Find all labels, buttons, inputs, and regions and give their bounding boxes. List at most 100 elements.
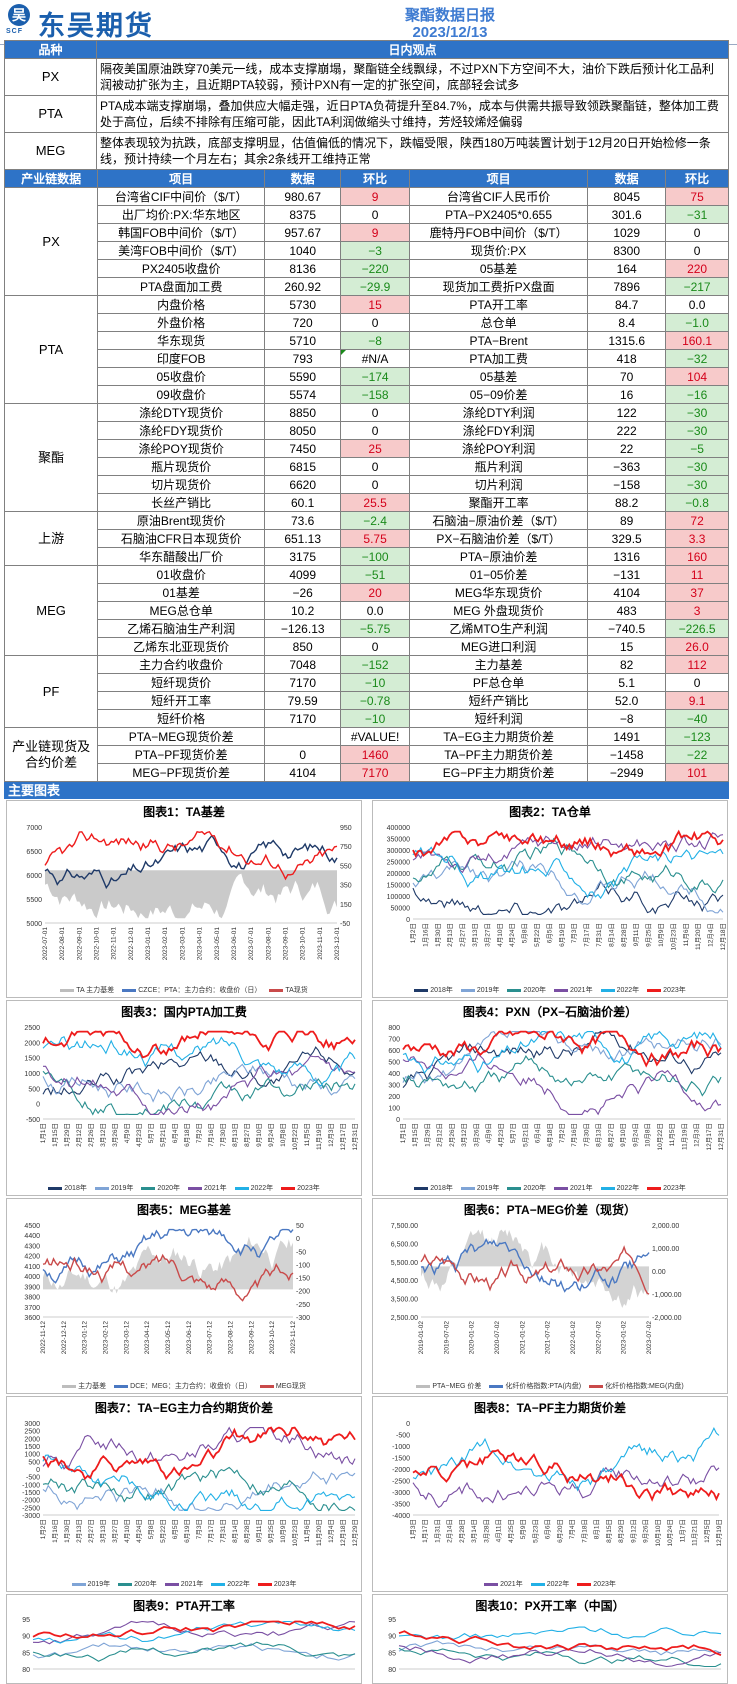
legend-swatch [416,1384,431,1388]
legend-label: 2018年 [64,1185,87,1192]
change-cell: −30 [665,421,729,440]
legend-swatch [554,988,568,992]
item-cell: PX−石脑油价差（$/T） [408,529,589,548]
data-row: 09收盘价 5574 −158 05−09价差 16 −16 [5,385,729,404]
x-tick-label: 3月12日 [460,1123,468,1147]
x-tick-label: 2023-12-01 [334,927,341,961]
x-tick-label: 10月22日 [291,1123,299,1150]
change-cell: 160 [665,547,729,566]
view-row-name: PTA [4,95,97,133]
item-cell: 华东醋酸出厂价 [97,547,266,566]
x-tick-label: 2023-02-12 [103,1321,110,1355]
legend-label: PTA−MEG 价差 [432,1383,482,1390]
x-tick-label: 3月14日 [470,1519,478,1543]
x-tick-label: 4月24日 [508,923,516,947]
chart-title: 图表8：TA−PF主力期货价差 [473,1401,627,1415]
item-cell: TA−EG主力期货价差 [408,727,589,746]
year-series-line [42,1470,356,1511]
x-tick-label: 2023-11-12 [290,1321,297,1354]
change-cell: −217 [665,277,729,296]
x-tick-label: 3月27日 [111,1519,119,1543]
x-tick-label: 9月11日 [632,923,640,946]
item-cell: 涤纶DTY利润 [408,403,589,422]
x-tick-label: 12月5日 [703,1519,711,1543]
data-row: PTA 内盘价格 5730 15 PTA开工率 84.7 0.0 [3,295,729,404]
item-cell: PF总仓单 [408,673,589,692]
value-cell: 15 [587,637,667,656]
x-tick-label: 7月18日 [580,1519,588,1543]
category-cell: PX [3,187,99,296]
value-cell: 1316 [587,547,667,566]
legend-entry: 2020年 [118,1579,157,1589]
view-row-text: PTA成本端支撑崩塌，叠加供应大幅走强，近日PTA负荷提升至84.7%，成本与供… [96,95,729,133]
legend-swatch [118,1582,133,1586]
item-cell: 主力基差 [408,655,589,674]
item-cell: 印度FOB [97,349,266,368]
x-tick-label: 11月19日 [315,1123,323,1150]
change-cell: −123 [665,727,729,746]
x-tick-label: 12月17日 [705,1123,713,1150]
item-cell: 短纤现货价 [97,673,266,692]
data-row: 华东醋酸出厂价 3175 −100 PTA−原油价差 1316 160 [5,547,729,566]
x-tick-label: 12月31日 [717,1123,725,1150]
x-tick-label: 9月10日 [255,1123,263,1147]
y-tick-label: -2500 [22,1505,40,1512]
y-tick-label: -1000 [22,1482,40,1489]
change-cell: 0 [340,457,410,476]
x-tick-label: 10月22日 [656,1123,664,1150]
y2-tick-label: 750 [340,844,352,851]
value-cell: 7896 [587,277,667,296]
x-tick-label: 9月11日 [255,1519,263,1542]
year-series-line [412,829,724,858]
y-tick-label: 4400 [24,1233,40,1240]
company-logo-subtext: SCF [6,28,23,35]
y-tick-label: 500 [388,1060,400,1067]
x-tick-label: 6月20日 [556,1519,564,1543]
chart-legend: 2021年 2022年 2023年 [373,1579,727,1589]
value-cell: 8850 [264,403,342,422]
x-tick-label: 10月23日 [669,923,677,950]
value-cell: 260.92 [264,277,342,296]
view-row-text: 隔夜美国原油跌穿70美元一线，成本支撑崩塌，聚酯链全线飘绿，不过PXN下方空间不… [96,58,729,96]
change-cell: −51 [340,565,410,584]
x-tick-label: 7月30日 [219,1123,227,1147]
value-cell: 5590 [264,367,342,386]
chart-title: 图表7：TA−EG主力合约期货价差 [94,1401,274,1415]
x-tick-label: 2023-04-01 [197,927,204,961]
x-tick-label: 4月25日 [507,1519,515,1543]
data-row: MEG−PF现货价差 4104 7170 EG−PF主力期货价差 −2949 101 [5,763,729,782]
x-tick-label: 2019-07-02 [443,1321,450,1355]
y-tick-label: 3,500.00 [391,1297,418,1304]
x-tick-label: 9月24日 [631,1123,639,1147]
x-tick-label: 2020-01-02 [469,1321,476,1355]
value-cell: −740.5 [587,619,667,638]
legend-swatch [211,1582,226,1586]
industry-chain-data-table: 产业链数据 项目 数据 环比 项目 数据 环比 PX 台湾省CIF中间价（$/T）… [3,169,729,782]
item-cell: 内盘价格 [97,295,266,314]
x-tick-label: 2022-07-02 [595,1321,602,1355]
y2-tick-label: 50 [296,1223,304,1230]
y-tick-label: 3800 [24,1295,40,1302]
change-cell: 9.1 [665,691,729,710]
legend-label: 2020年 [157,1185,180,1192]
value-cell: 122 [587,403,667,422]
legend-swatch [188,1186,202,1190]
x-tick-label: 1月29日 [423,1123,431,1147]
change-cell: 0 [340,421,410,440]
x-tick-label: 8月13日 [231,1123,239,1147]
y-tick-label: 2000 [24,1436,40,1443]
y-tick-label: 50000 [391,906,411,913]
value-cell: 4099 [264,565,342,584]
chart-title: 图表3：国内PTA加工费 [121,1005,247,1019]
x-tick-label: 9月12日 [629,1519,637,1543]
category-cell: MEG [3,565,99,656]
y-tick-label: -500 [26,1475,40,1482]
y-tick-label: 0 [36,1102,40,1109]
legend-label: 2019年 [87,1581,111,1588]
y-tick-label: 2,500.00 [391,1315,418,1322]
chart-title: 图表6：PTA−MEG价差（现货） [463,1203,637,1217]
y-tick-label: -1500 [392,1456,410,1463]
legend-label: 2021年 [180,1581,204,1588]
legend-entry: TA 主力基差 [60,985,114,995]
y-tick-label: 6,500.00 [391,1241,418,1248]
